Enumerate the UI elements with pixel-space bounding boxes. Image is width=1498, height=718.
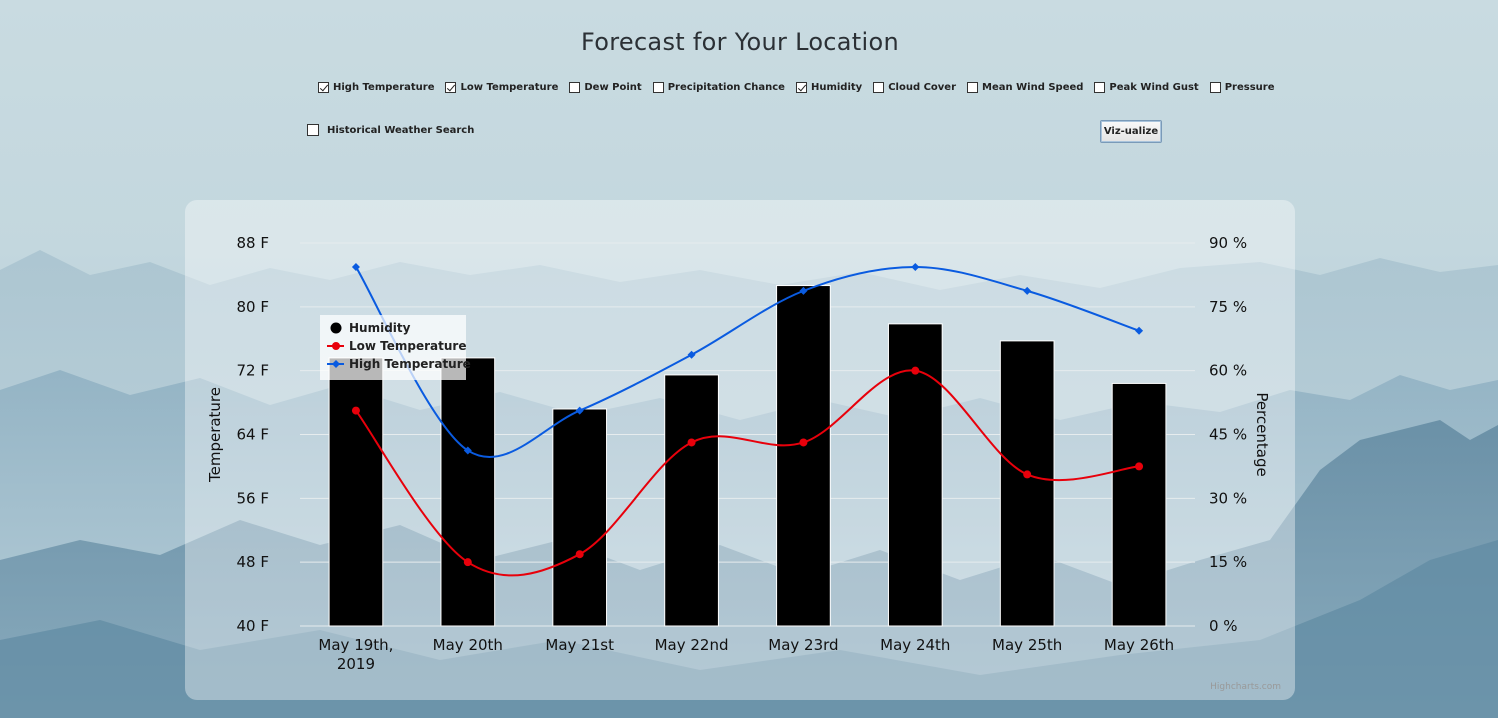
option-checkbox[interactable] [967,82,979,93]
option-high-temperature[interactable]: High Temperature [318,82,434,93]
option-checkbox[interactable] [795,82,807,93]
humidity-bar [328,357,384,627]
option-label: Dew Point [584,82,642,93]
legend-label[interactable]: High Temperature [349,357,471,371]
legend-box [320,315,466,380]
chart-legend: Humidity Low Temperature High Temperature [320,315,471,380]
high-temperature-point [687,350,696,359]
y-right-tick-label: 75 % [1209,298,1247,316]
y-left-axis-title: Temperature [206,387,224,483]
humidity-bar [1111,382,1167,627]
x-tick-label: May 21st [545,636,614,654]
option-label: Peak Wind Gust [1109,82,1199,93]
high-temperature-point [1023,286,1032,295]
humidity-bar [776,285,831,627]
option-label: Mean Wind Speed [982,82,1084,93]
vizualize-button[interactable]: Viz-ualize [1100,120,1162,143]
option-low-temperature[interactable]: Low Temperature [445,82,558,93]
humidity-bar [552,408,608,627]
y-left-tick-label: 40 F [237,617,269,635]
high-temperature-point [799,286,808,295]
high-temperature-point [463,446,472,455]
y-right-axis-title: Percentage [1253,392,1271,476]
option-label: Cloud Cover [888,82,957,93]
option-humidity[interactable]: Humidity [795,82,863,93]
option-dew-point[interactable]: Dew Point [569,82,642,93]
legend-label[interactable]: Low Temperature [349,339,466,353]
humidity-bar [664,374,719,627]
chart-panel: 40 F 48 F 56 F 64 F 72 F 80 F 88 F 0 % 15 % 30 % 4… [185,200,1295,700]
legend-symbol [332,360,340,368]
y-right-tick-label: 45 % [1209,426,1247,444]
option-label: Low Temperature [460,82,559,93]
x-tick-label: May 23rd [768,636,838,654]
low-temperature-point [1023,470,1032,479]
y-right-tick-label: 60 % [1209,362,1247,380]
option-mean-wind-speed[interactable]: Mean Wind Speed [967,82,1083,93]
x-tick-label: May 19th, 2019 [318,636,393,673]
option-pressure[interactable]: Pressure [1209,82,1275,93]
historical-label: Historical Weather Search [327,124,475,136]
high-temperature-point [351,262,360,271]
high-temperature-point [1135,326,1144,335]
low-temperature-point [575,550,584,559]
y-right-tick-label: 90 % [1209,234,1247,252]
historical-option[interactable]: Historical Weather Search [307,124,474,136]
low-temperature-point [463,558,472,567]
y-left-tick-label: 88 F [237,234,269,252]
x-tick-label: May 26th [1104,636,1174,654]
low-temperature-point [351,406,360,415]
option-checkbox[interactable] [1209,82,1221,93]
low-temperature-point [799,438,808,447]
x-tick-label-line: 2019 [337,655,375,673]
option-checkbox[interactable] [318,82,329,93]
y-right-tick-label: 15 % [1209,553,1247,571]
x-tick-label: May 22nd [655,636,729,654]
series-options: High Temperature Low Temperature Dew Point… [318,82,1285,93]
option-label: High Temperature [333,82,435,93]
forecast-chart: 40 F 48 F 56 F 64 F 72 F 80 F 88 F 0 % 15 % 30 % 4… [206,234,1281,692]
y-left-tick-label: 72 F [237,362,269,380]
option-label: Humidity [810,82,863,93]
legend-symbol-humidity [330,322,342,334]
option-checkbox[interactable] [873,82,885,93]
x-tick-label-line: May 19th, [318,636,393,654]
low-temperature-point [687,438,696,447]
legend-label[interactable]: Humidity [349,321,411,335]
page-title: Forecast for Your Location [581,28,899,56]
option-label: Pressure [1224,82,1275,93]
y-left-tick-label: 80 F [237,298,269,316]
low-temperature-point [911,366,920,375]
y-right-tick-label: 30 % [1209,489,1247,507]
low-temperature-point [1135,462,1144,471]
humidity-bar [999,340,1055,627]
x-tick-label: May 24th [880,636,950,654]
option-checkbox[interactable] [1094,82,1106,93]
high-temperature-point [575,406,584,415]
chart-credits: Highcharts.com [1210,682,1281,692]
y-left-tick-label: 56 F [237,489,269,507]
x-tick-label: May 25th [992,636,1062,654]
historical-checkbox[interactable] [307,124,319,136]
high-temperature-point [911,262,920,271]
y-left-tick-label: 48 F [237,553,269,571]
y-left-tick-label: 64 F [237,426,269,444]
option-peak-wind-gust[interactable]: Peak Wind Gust [1094,82,1199,93]
option-label: Precipitation Chance [667,82,785,93]
option-precipitation-chance[interactable]: Precipitation Chance [652,82,785,93]
option-checkbox[interactable] [569,82,581,93]
x-tick-label: May 20th [433,636,503,654]
option-checkbox[interactable] [445,82,457,93]
option-cloud-cover[interactable]: Cloud Cover [873,82,956,93]
y-right-tick-label: 0 % [1209,617,1238,635]
option-checkbox[interactable] [652,82,664,93]
legend-symbol [332,342,340,350]
humidity-bar [440,357,496,627]
